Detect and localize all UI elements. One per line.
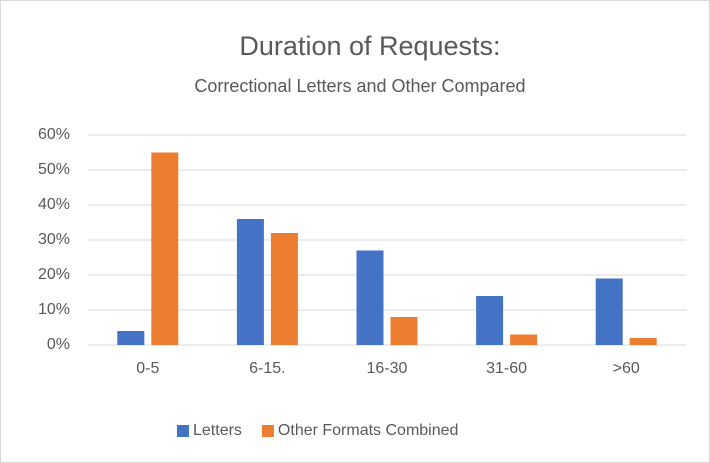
bar (476, 296, 504, 345)
y-tick-label: 30% (38, 231, 70, 248)
legend-swatch (261, 425, 274, 437)
y-tick-label: 0% (47, 336, 70, 353)
x-tick-label: 0-5 (136, 360, 159, 377)
bar (270, 233, 298, 345)
bar (510, 334, 538, 345)
legend-label: Letters (193, 422, 242, 439)
bar (356, 250, 384, 345)
y-tick-label: 50% (38, 161, 70, 178)
x-tick-label: 31-60 (486, 360, 527, 377)
y-tick-label: 40% (38, 196, 70, 213)
x-tick-label: 6-15. (249, 360, 285, 377)
bar (151, 152, 179, 345)
chart-title: Duration of Requests: (239, 31, 500, 61)
bar (236, 219, 264, 345)
y-tick-label: 10% (38, 301, 70, 318)
legend-swatch (177, 425, 189, 437)
bar (117, 331, 145, 345)
y-tick-label: 20% (38, 266, 70, 283)
x-tick-label: 16-30 (367, 360, 408, 377)
x-tick-label: >60 (613, 360, 640, 377)
bar (595, 278, 623, 345)
bar (629, 338, 657, 345)
chart-subtitle: Correctional Letters and Other Compared (194, 76, 525, 96)
legend-label: Other Formats Combined (278, 422, 459, 439)
y-tick-label: 60% (38, 126, 70, 143)
bar (390, 317, 418, 345)
